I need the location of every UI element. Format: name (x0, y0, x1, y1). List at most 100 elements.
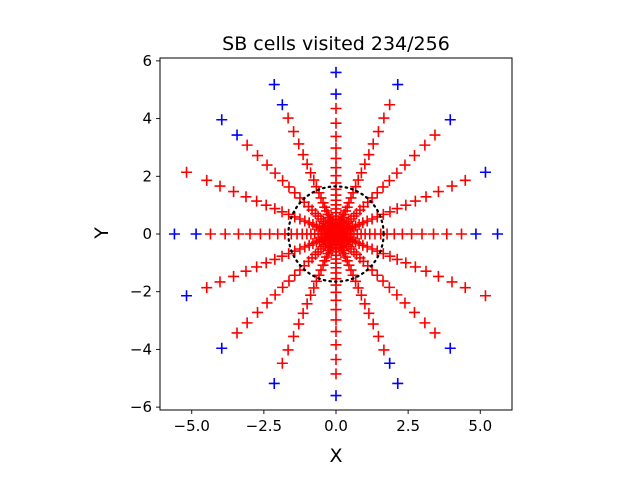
visited-point (348, 210, 360, 222)
unvisited-point (392, 377, 404, 389)
visited-point (345, 192, 357, 204)
visited-point (324, 242, 336, 254)
visited-point (399, 297, 411, 309)
visited-point (377, 181, 389, 193)
x-tick-label: −5.0 (174, 417, 210, 435)
visited-point (264, 228, 276, 240)
visited-point (228, 186, 240, 198)
unvisited-point (268, 377, 280, 389)
unvisited-point (231, 129, 243, 141)
visited-point (384, 99, 396, 111)
visited-point (288, 330, 300, 342)
visited-point (366, 213, 378, 225)
y-tick-label: 2 (142, 167, 152, 185)
visited-point (240, 191, 252, 203)
visited-point (317, 197, 329, 209)
visited-point (406, 228, 418, 240)
visited-point (294, 243, 306, 255)
visited-point (416, 228, 428, 240)
visited-point (317, 241, 329, 253)
x-axis-label: X (329, 445, 342, 467)
visited-point (241, 139, 253, 151)
visited-point (214, 180, 226, 192)
unvisited-point (181, 290, 193, 302)
unvisited-point (444, 114, 456, 126)
visited-point (276, 206, 288, 218)
visited-point (244, 228, 256, 240)
visited-point (269, 253, 281, 265)
unvisited-point (190, 228, 202, 240)
unvisited-point (168, 228, 180, 240)
unvisited-point (444, 342, 456, 354)
visited-point (261, 297, 273, 309)
visited-point (330, 314, 342, 326)
visited-point (459, 174, 471, 186)
plot-points (168, 66, 504, 402)
visited-point (330, 304, 342, 316)
visited-point (396, 228, 408, 240)
visited-point (316, 222, 328, 234)
visited-point (446, 180, 458, 192)
visited-point (330, 162, 342, 174)
visited-point (335, 239, 347, 251)
visited-point (276, 357, 288, 369)
visited-point (276, 250, 288, 262)
boundary-circle (287, 185, 385, 283)
visited-point (288, 126, 300, 138)
visited-point (240, 265, 252, 277)
y-tick-label: −4 (130, 340, 152, 358)
visited-point (330, 368, 342, 380)
visited-point (391, 167, 403, 179)
visited-point (297, 307, 309, 319)
visited-point (316, 234, 328, 246)
visited-point (283, 208, 295, 220)
visited-point (409, 261, 421, 273)
visited-point (420, 191, 432, 203)
visited-point (305, 289, 317, 301)
visited-point (355, 289, 367, 301)
visited-point (378, 112, 390, 124)
unvisited-point (479, 166, 491, 178)
visited-point (391, 289, 403, 301)
visited-point (408, 150, 420, 162)
y-tick-label: 4 (142, 110, 152, 128)
visited-point (214, 276, 226, 288)
unvisited-point (330, 88, 342, 100)
visited-point (409, 195, 421, 207)
visited-point (301, 158, 313, 170)
visited-point (359, 298, 371, 310)
y-tick-label: −6 (130, 398, 152, 416)
visited-point (201, 282, 213, 294)
visited-point (299, 215, 311, 227)
visited-point (399, 159, 411, 171)
visited-point (330, 142, 342, 154)
unvisited-point (470, 228, 482, 240)
visited-point (363, 307, 375, 319)
visited-point (420, 265, 432, 277)
visited-point (344, 234, 356, 246)
visited-point (352, 174, 364, 186)
y-axis-ticks: −6 −4 −2 0 2 4 6 (130, 52, 160, 416)
visited-point (269, 167, 281, 179)
visited-point (283, 248, 295, 260)
unvisited-point (330, 66, 342, 78)
visited-point (219, 228, 231, 240)
visited-point (315, 192, 327, 204)
unvisited-point (330, 390, 342, 402)
visited-point (283, 181, 295, 193)
visited-point (312, 246, 324, 258)
visited-point (341, 233, 353, 245)
visited-point (282, 344, 294, 356)
visited-point (260, 199, 272, 211)
visited-point (377, 275, 389, 287)
visited-point (231, 327, 243, 339)
visited-point (367, 318, 379, 330)
visited-point (293, 318, 305, 330)
visited-point (312, 210, 324, 222)
visited-point (428, 228, 440, 240)
unvisited-point (492, 228, 504, 240)
visited-point (384, 250, 396, 262)
visited-point (429, 129, 441, 141)
unvisited-point (216, 342, 228, 354)
visited-point (310, 275, 322, 287)
